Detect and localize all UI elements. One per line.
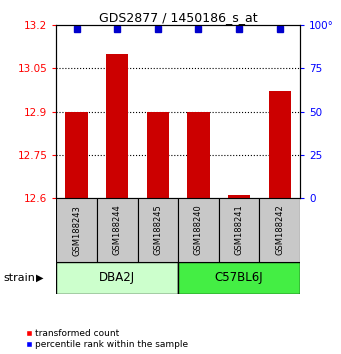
Text: GSM188241: GSM188241	[235, 205, 243, 256]
Bar	[137, 198, 178, 262]
Text: ▶: ▶	[36, 273, 43, 283]
Bar	[269, 91, 291, 198]
Title: GDS2877 / 1450186_s_at: GDS2877 / 1450186_s_at	[99, 11, 257, 24]
Bar	[178, 262, 300, 294]
Text: strain: strain	[3, 273, 35, 283]
Bar	[147, 112, 169, 198]
Bar	[106, 54, 129, 198]
Text: GSM188244: GSM188244	[113, 205, 122, 256]
Text: DBA2J: DBA2J	[99, 272, 135, 284]
Text: GSM188242: GSM188242	[275, 205, 284, 256]
Bar	[97, 198, 137, 262]
Text: GSM188243: GSM188243	[72, 205, 81, 256]
Bar	[228, 195, 250, 198]
Bar	[187, 112, 210, 198]
Text: C57BL6J: C57BL6J	[215, 272, 264, 284]
Legend: transformed count, percentile rank within the sample: transformed count, percentile rank withi…	[25, 329, 188, 349]
Bar	[178, 198, 219, 262]
Bar	[56, 262, 178, 294]
Bar	[219, 198, 260, 262]
Bar	[65, 112, 88, 198]
Text: GSM188245: GSM188245	[153, 205, 162, 256]
Bar	[56, 198, 97, 262]
Bar	[260, 198, 300, 262]
Text: GSM188240: GSM188240	[194, 205, 203, 256]
